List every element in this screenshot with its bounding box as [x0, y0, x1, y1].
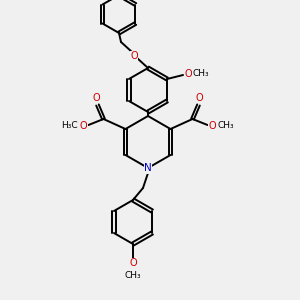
Text: CH₃: CH₃ — [193, 70, 209, 79]
Text: O: O — [196, 93, 203, 103]
Text: O: O — [80, 121, 87, 131]
Text: O: O — [129, 258, 137, 268]
Text: O: O — [130, 51, 138, 61]
Text: O: O — [209, 121, 216, 131]
Text: O: O — [93, 93, 100, 103]
Text: CH₃: CH₃ — [217, 122, 234, 130]
Text: CH₃: CH₃ — [125, 271, 141, 280]
Text: O: O — [184, 69, 192, 79]
Text: H₃C: H₃C — [61, 122, 78, 130]
Text: N: N — [144, 163, 152, 173]
